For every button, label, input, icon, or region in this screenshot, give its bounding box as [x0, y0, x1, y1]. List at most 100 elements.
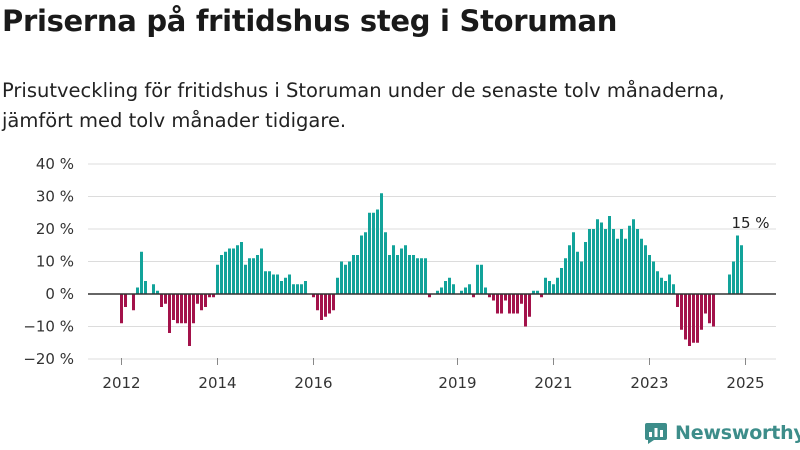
- bar: [348, 261, 351, 294]
- bar: [588, 229, 591, 294]
- bar: [564, 258, 567, 294]
- bar: [488, 294, 491, 298]
- bar: [668, 274, 671, 294]
- bar-series: [120, 193, 743, 346]
- brand-name: Newsworthy: [675, 422, 800, 444]
- bar: [628, 225, 631, 294]
- bar: [736, 235, 739, 294]
- bar: [412, 255, 415, 294]
- bar: [340, 261, 343, 294]
- bar: [328, 294, 331, 314]
- bar: [576, 251, 579, 294]
- bar: [552, 284, 555, 294]
- bar: [252, 258, 255, 294]
- bar: [336, 277, 339, 294]
- bar: [444, 281, 447, 294]
- bar: [540, 294, 543, 298]
- bar: [604, 229, 607, 294]
- bar: [180, 294, 183, 324]
- bar: [620, 229, 623, 294]
- bar: [344, 264, 347, 294]
- bar: [276, 274, 279, 294]
- bar: [512, 294, 515, 314]
- bar: [316, 294, 319, 311]
- page-title: Priserna på fritidshus steg i Storuman: [2, 4, 618, 38]
- bar: [384, 232, 387, 294]
- y-tick-label: 0 %: [45, 285, 74, 303]
- bar: [332, 294, 335, 311]
- bar: [732, 261, 735, 294]
- bar: [324, 294, 327, 317]
- bar: [612, 229, 615, 294]
- bar: [292, 284, 295, 294]
- x-tick-label: 2016: [294, 374, 332, 392]
- bar: [200, 294, 203, 311]
- bar: [248, 258, 251, 294]
- page-subtitle: Prisutveckling för fritidshus i Storuman…: [2, 79, 725, 132]
- bar: [520, 294, 523, 304]
- bar: [196, 294, 199, 304]
- y-tick-label: −10 %: [23, 318, 74, 336]
- y-tick-label: −20 %: [23, 350, 74, 368]
- bar: [560, 268, 563, 294]
- bar: [688, 294, 691, 346]
- bar: [296, 284, 299, 294]
- bar: [288, 274, 291, 294]
- bar: [304, 281, 307, 294]
- bar: [360, 235, 363, 294]
- y-tick-label: 20 %: [36, 220, 74, 238]
- bar: [608, 216, 611, 294]
- newsworthy-logo-icon: [645, 423, 667, 444]
- bar: [704, 294, 707, 314]
- bar: [708, 294, 711, 324]
- bar: [160, 294, 163, 307]
- y-tick-label: 30 %: [36, 188, 74, 206]
- bar: [144, 281, 147, 294]
- bar: [420, 258, 423, 294]
- bar: [164, 294, 167, 304]
- bar: [188, 294, 191, 346]
- bar: [648, 255, 651, 294]
- bar: [240, 242, 243, 294]
- bar: [504, 294, 507, 301]
- bar: [712, 294, 715, 327]
- x-tick-label: 2019: [438, 374, 476, 392]
- bar: [320, 294, 323, 320]
- bar: [400, 248, 403, 294]
- bar: [676, 294, 679, 307]
- bar: [204, 294, 207, 307]
- bar: [428, 294, 431, 298]
- bar: [152, 284, 155, 294]
- brand-logo: Newsworthy: [644, 419, 800, 447]
- bar: [124, 294, 127, 307]
- bar: [268, 271, 271, 294]
- bar: [368, 212, 371, 294]
- bar: [500, 294, 503, 314]
- bar: [492, 294, 495, 301]
- bar: [656, 271, 659, 294]
- bar: [680, 294, 683, 330]
- bar: [352, 255, 355, 294]
- annotation-layer: 15 %: [731, 214, 769, 232]
- bar: [372, 212, 375, 294]
- bar: [280, 281, 283, 294]
- y-axis-labels: 40 % 30 % 20 % 10 % 0 % −10 % −20 %: [23, 155, 74, 368]
- bar: [364, 232, 367, 294]
- bar: [664, 281, 667, 294]
- bar: [548, 281, 551, 294]
- bar: [388, 255, 391, 294]
- bar: [476, 264, 479, 294]
- bar: [596, 219, 599, 294]
- bar: [300, 284, 303, 294]
- bar: [172, 294, 175, 320]
- bar: [272, 274, 275, 294]
- bar: [464, 287, 467, 294]
- bar: [536, 290, 539, 294]
- bar: [376, 209, 379, 294]
- bar: [692, 294, 695, 343]
- grid-lines: [88, 163, 776, 360]
- bar: [592, 229, 595, 294]
- bar: [652, 261, 655, 294]
- bar: [472, 294, 475, 298]
